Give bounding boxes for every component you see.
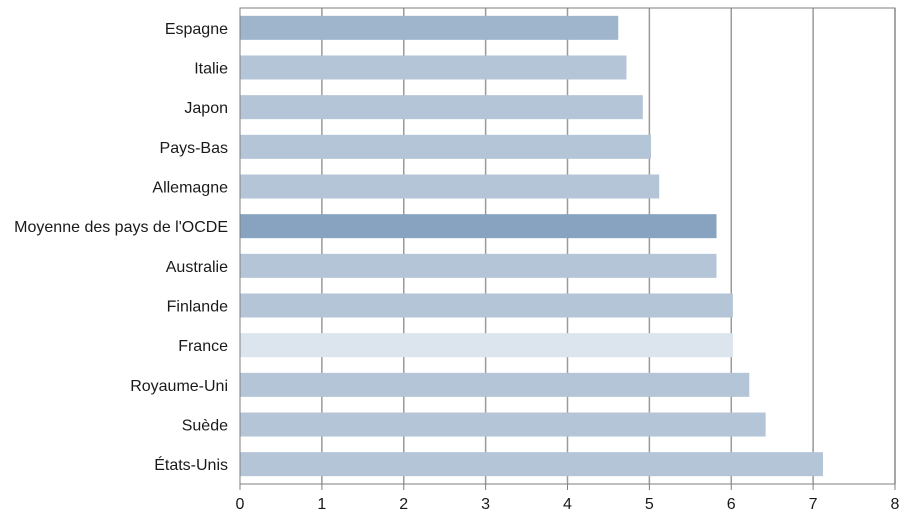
category-label-4: Allemagne: [152, 180, 228, 197]
category-label-2: Japon: [184, 100, 228, 117]
x-tick-label-2: 2: [399, 496, 408, 513]
category-label-8: France: [178, 338, 228, 355]
x-tick-label-1: 1: [317, 496, 326, 513]
bar-1: [240, 55, 627, 80]
axes: [239, 7, 896, 490]
category-label-1: Italie: [194, 61, 228, 78]
x-tick-label-7: 7: [809, 496, 818, 513]
x-tick-label-5: 5: [645, 496, 654, 513]
category-label-6: Australie: [166, 259, 228, 276]
x-tick-label-4: 4: [563, 496, 572, 513]
bar-9: [240, 372, 750, 397]
category-label-11: États-Unis: [154, 455, 228, 474]
x-tick-labels: 0 1 2 3 4 5 6 7 8: [236, 496, 900, 513]
category-label-5: Moyenne des pays de l'OCDE: [14, 219, 228, 236]
category-label-10: Suède: [182, 418, 228, 435]
bar-0: [240, 15, 619, 40]
category-label-0: Espagne: [165, 21, 228, 38]
bar-11: [240, 452, 823, 477]
bar-10: [240, 412, 766, 437]
bar-6: [240, 253, 717, 278]
x-tick-label-6: 6: [727, 496, 736, 513]
bar-7: [240, 293, 733, 318]
bars: [240, 15, 823, 477]
x-tick-label-8: 8: [891, 496, 900, 513]
grid-lines: [321, 8, 896, 484]
category-labels: Espagne Italie Japon Pays-Bas Allemagne Moyen…: [14, 21, 228, 474]
bar-5: [240, 214, 717, 239]
bar-4: [240, 174, 660, 199]
bar-2: [240, 95, 643, 120]
category-label-3: Pays-Bas: [160, 140, 228, 157]
category-label-7: Finlande: [167, 299, 228, 316]
bar-3: [240, 134, 652, 159]
x-tick-label-0: 0: [236, 496, 245, 513]
bar-8: [240, 333, 733, 358]
category-label-9: Royaume-Uni: [130, 378, 228, 395]
x-tick-label-3: 3: [481, 496, 490, 513]
plot-frame: [239, 7, 896, 485]
